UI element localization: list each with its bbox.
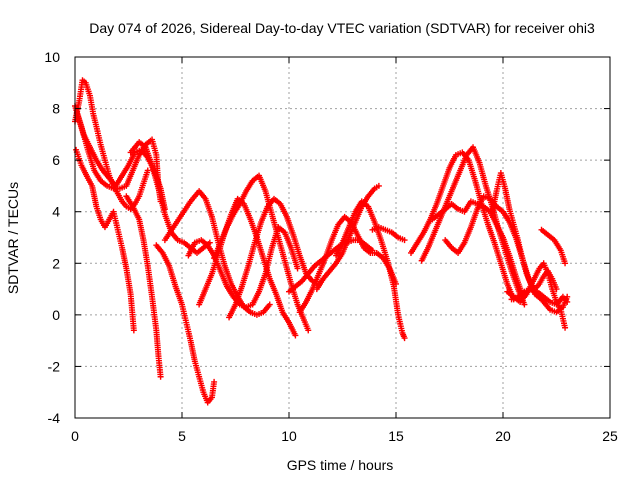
series-track-25 [534,288,571,308]
data-point [521,301,528,308]
data-point [266,301,273,308]
data-point [401,237,408,244]
y-tick-label: 8 [52,101,60,117]
data-point [130,327,137,334]
data-point [157,373,164,380]
series-track-7 [153,242,218,406]
data-point [305,327,312,334]
x-tick-label: 10 [281,428,297,444]
y-tick-label: 4 [52,204,60,220]
data-points [72,77,571,406]
axes: 0 5 10 15 20 25 -4 -2 0 2 4 6 8 10 [44,49,618,444]
series-track-3 [73,146,137,334]
data-point [562,324,569,331]
chart-title: Day 074 of 2026, Sidereal Day-to-day VTE… [89,20,595,36]
y-tick-label: 0 [52,307,60,323]
grid-lines [75,57,610,418]
data-point [401,335,408,342]
series-track-11 [211,172,312,334]
data-point [144,167,151,174]
y-tick-label: 2 [52,255,60,271]
series-track-6 [127,139,213,256]
data-point [564,298,571,305]
series-track-12 [226,195,322,321]
y-tick-label: 10 [44,49,60,65]
data-point [562,260,569,267]
data-point [375,182,382,189]
x-tick-label: 0 [71,428,79,444]
data-point [294,265,301,272]
series-track-18 [407,149,517,303]
y-axis-label: SDTVAR / TECUs [5,182,21,294]
x-tick-label: 5 [178,428,186,444]
series-track-16 [333,198,408,342]
series-track-17 [369,224,408,244]
data-point [292,332,299,339]
x-tick-label: 15 [388,428,404,444]
series-track-26 [538,226,569,267]
x-axis-label: GPS time / hours [287,457,394,473]
plot-frame [74,56,611,419]
series-track-5 [123,193,164,380]
y-tick-label: -2 [48,358,61,374]
y-tick-label: -4 [48,410,61,426]
x-tick-label: 20 [495,428,511,444]
data-point [211,378,218,385]
series-track-22 [489,170,560,293]
y-tick-label: 6 [52,152,60,168]
x-tick-label: 25 [602,428,618,444]
